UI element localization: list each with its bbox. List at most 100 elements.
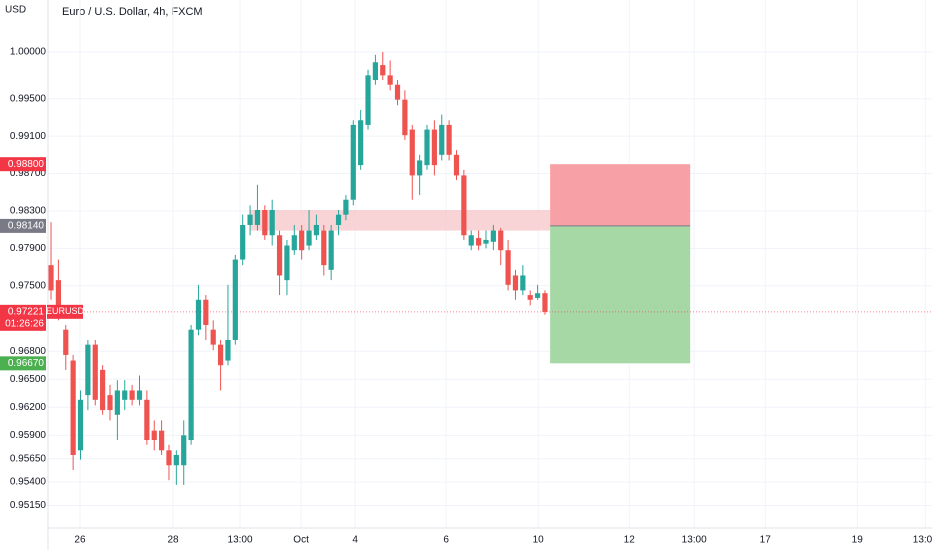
y-tick-label: 0.95900	[10, 430, 47, 441]
candle-body	[188, 329, 194, 441]
y-tick-label: 0.95400	[10, 477, 47, 488]
candle-body	[350, 124, 356, 200]
candle-body	[498, 230, 504, 251]
stop-tag-bg	[0, 157, 46, 172]
candle-body	[291, 235, 297, 251]
candle-body	[269, 210, 275, 236]
candle-body	[232, 259, 238, 340]
target-tag-bg	[0, 356, 46, 371]
candle-body	[85, 344, 91, 396]
candle-body	[520, 275, 526, 291]
candle-body	[527, 295, 533, 300]
y-tick-label: 1.00000	[10, 47, 47, 58]
candle-body	[335, 214, 342, 225]
candle-body	[166, 450, 172, 466]
y-tick-label: 0.98300	[10, 206, 47, 217]
supply-zone	[250, 210, 551, 231]
candle-body	[203, 299, 209, 326]
candle-body	[468, 235, 474, 246]
candle-body	[306, 230, 312, 246]
candle-body	[394, 84, 401, 100]
candle-body	[328, 230, 334, 270]
candle-body	[343, 199, 349, 215]
x-tick-label: 26	[74, 535, 86, 546]
candle-body	[173, 454, 179, 466]
candle-body	[505, 250, 511, 285]
candle-body	[424, 129, 430, 166]
y-tick-label: 0.99100	[10, 131, 47, 142]
target-tag-label: 0.96670	[8, 358, 45, 369]
candle-body	[380, 65, 386, 76]
candle-body	[92, 344, 98, 400]
x-tick-label: 4	[352, 535, 358, 546]
candle-body	[483, 239, 489, 244]
y-tick-label: 0.99500	[10, 93, 47, 104]
candle-body	[63, 329, 69, 355]
entry-tag: 0.98140	[0, 218, 46, 233]
candle-body	[446, 124, 452, 155]
candle-body	[512, 275, 519, 291]
entry-tag-bg	[0, 218, 46, 233]
candle-body	[372, 62, 378, 81]
candle-body	[210, 329, 216, 345]
candle-body	[439, 124, 445, 155]
candle-body	[122, 390, 128, 400]
candle-body	[490, 230, 496, 242]
candle-body	[262, 210, 268, 236]
candle-body	[365, 75, 371, 125]
x-tick-label: 19	[852, 535, 864, 546]
x-tick-label: 6	[443, 535, 449, 546]
x-tick-label: 13:00	[228, 535, 253, 546]
candle-body	[114, 390, 120, 415]
candle-body	[70, 360, 76, 455]
candle-body	[159, 430, 165, 451]
candle-body	[284, 245, 290, 281]
candle-body	[313, 224, 320, 236]
countdown-label: 01:26:26	[5, 318, 44, 329]
candle-body	[48, 265, 54, 291]
candle-body	[107, 395, 113, 411]
candle-body	[225, 339, 231, 361]
candle-body	[144, 399, 150, 441]
candle-body	[181, 435, 187, 466]
candle-body	[534, 293, 541, 298]
currency-label: USD	[5, 5, 26, 16]
candle-body	[417, 160, 423, 176]
candle-body	[461, 175, 467, 236]
candle-body	[195, 299, 202, 330]
candle-body	[151, 430, 157, 441]
y-tick-label: 0.95150	[10, 500, 47, 511]
y-tick-label: 0.96800	[10, 346, 47, 357]
target-tag: 0.96670	[0, 356, 46, 371]
y-tick-label: 0.96200	[10, 402, 47, 413]
y-tick-label: 0.97900	[10, 243, 47, 254]
plot-layer	[48, 51, 548, 485]
x-tick-label: 13:00	[913, 535, 932, 546]
y-tick-label: 0.97500	[10, 280, 47, 291]
stop-tag-label: 0.98800	[8, 159, 45, 170]
candle-body	[542, 293, 548, 312]
candle-body	[453, 154, 460, 176]
candle-body	[217, 344, 224, 366]
candle-body	[55, 280, 61, 306]
last-price-label: 0.97221	[8, 306, 45, 317]
stop-zone	[550, 164, 691, 226]
x-tick-label: 12	[624, 535, 636, 546]
y-tick-label: 0.98700	[10, 168, 47, 179]
background-layer	[48, 0, 932, 528]
last-tag-bg	[0, 304, 46, 331]
x-tick-label: 17	[760, 535, 772, 546]
x-tick-label: 28	[167, 535, 179, 546]
candle-body	[276, 235, 283, 276]
candle-body	[136, 390, 143, 400]
candle-body	[299, 230, 305, 251]
candle-body	[254, 210, 261, 225]
candle-body	[402, 99, 408, 136]
candle-body	[240, 224, 246, 260]
candle-body	[431, 129, 437, 166]
symbol-tag-bg	[47, 304, 83, 319]
candle-body	[129, 390, 135, 400]
